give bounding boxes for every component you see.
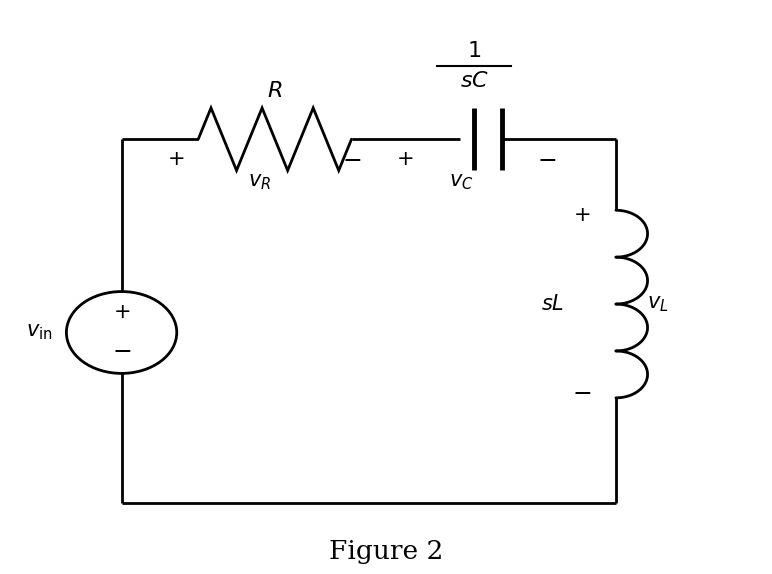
Text: $+$: $+$ bbox=[167, 150, 184, 169]
Text: $-$: $-$ bbox=[112, 339, 131, 362]
Text: $+$: $+$ bbox=[397, 150, 414, 169]
Text: $-$: $-$ bbox=[537, 148, 557, 170]
Text: $sC$: $sC$ bbox=[459, 70, 489, 92]
Text: $-$: $-$ bbox=[572, 381, 591, 404]
Text: $v_{\mathrm{in}}$: $v_{\mathrm{in}}$ bbox=[26, 323, 52, 342]
Text: Figure 2: Figure 2 bbox=[329, 539, 443, 564]
Text: $+$: $+$ bbox=[573, 207, 590, 226]
Text: $sL$: $sL$ bbox=[541, 294, 564, 314]
Text: $+$: $+$ bbox=[113, 303, 130, 322]
Text: $-$: $-$ bbox=[342, 148, 361, 170]
Text: $R$: $R$ bbox=[267, 80, 283, 102]
Text: $v_R$: $v_R$ bbox=[248, 172, 271, 192]
Text: $v_C$: $v_C$ bbox=[449, 172, 473, 192]
Text: $1$: $1$ bbox=[467, 40, 481, 62]
Text: $v_L$: $v_L$ bbox=[647, 294, 669, 314]
